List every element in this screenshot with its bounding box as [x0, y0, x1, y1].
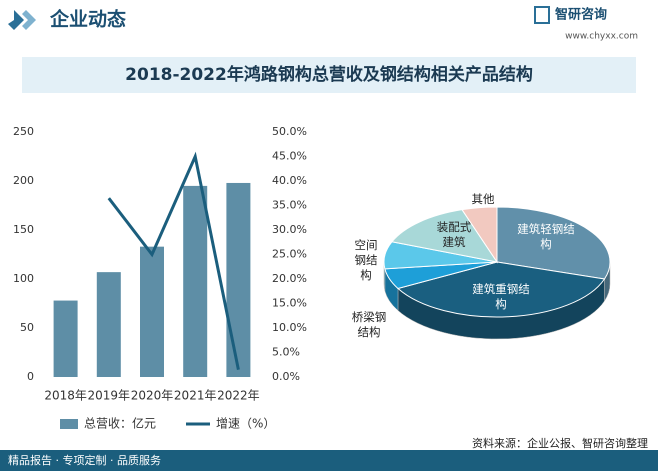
y2-tick-label: 30.0% [272, 223, 307, 236]
y2-tick-label: 5.0% [272, 346, 300, 359]
bar [226, 182, 251, 377]
legend-label: 总营收：亿元 [84, 416, 156, 431]
y2-tick-label: 15.0% [272, 297, 307, 310]
banner [22, 57, 636, 93]
y2-tick-label: 35.0% [272, 199, 307, 212]
bar [183, 185, 208, 377]
pie-slice [461, 206, 498, 264]
y-tick-label: 50 [20, 321, 34, 334]
x-tick-label: 2021年 [174, 389, 217, 403]
brand: 智研咨询 [555, 7, 607, 23]
header-title: 企业动态 [49, 8, 126, 31]
footer-bar [0, 450, 658, 471]
legend-swatch [60, 419, 78, 429]
bar [140, 246, 164, 377]
x-tick-label: 2018年 [44, 389, 87, 403]
pie-slice [496, 206, 611, 280]
source: 资料来源：企业公报、智研咨询整理 [472, 436, 648, 450]
y2-tick-label: 50.0% [272, 125, 307, 138]
x-tick-label: 2019年 [88, 389, 131, 403]
footer-left: 精品报告 · 专项定制 · 品质服务 [8, 453, 161, 467]
bar [53, 300, 78, 377]
pie-label: 其他 [471, 192, 495, 206]
y2-tick-label: 45.0% [272, 150, 307, 163]
x-tick-label: 2022年 [217, 389, 260, 403]
y2-tick-label: 10.0% [272, 321, 307, 334]
pie-label: 装配式建筑 [436, 220, 472, 249]
pie-label: 建筑重钢结构 [472, 282, 530, 311]
brand-logo [534, 6, 550, 24]
line [107, 151, 240, 370]
y-tick-label: 150 [13, 223, 34, 236]
header-icon [8, 10, 24, 30]
y-tick-label: 100 [13, 272, 34, 285]
pie-label: 空间钢结构 [354, 238, 378, 282]
pie-label: 桥梁钢结构 [351, 310, 387, 339]
y2-tick-label: 20.0% [272, 272, 307, 285]
y-tick-label: 200 [13, 174, 34, 187]
chart-title: 2018-2022年鸿路钢构总营收及钢结构相关产品结构 [125, 64, 533, 85]
legend-label: 增速（%） [216, 417, 275, 431]
y2-tick-label: 40.0% [272, 174, 307, 187]
y-tick-label: 0 [27, 370, 34, 383]
header-icon [22, 10, 36, 30]
y2-tick-label: 0.0% [272, 370, 300, 383]
url: www.chyxx.com [565, 32, 638, 42]
y-tick-label: 250 [13, 125, 34, 138]
bar [96, 272, 121, 377]
pie-slice [396, 261, 606, 318]
pie-label: 建筑轻钢结构 [517, 222, 575, 251]
y2-tick-label: 25.0% [272, 248, 307, 261]
x-tick-label: 2020年 [131, 389, 174, 403]
